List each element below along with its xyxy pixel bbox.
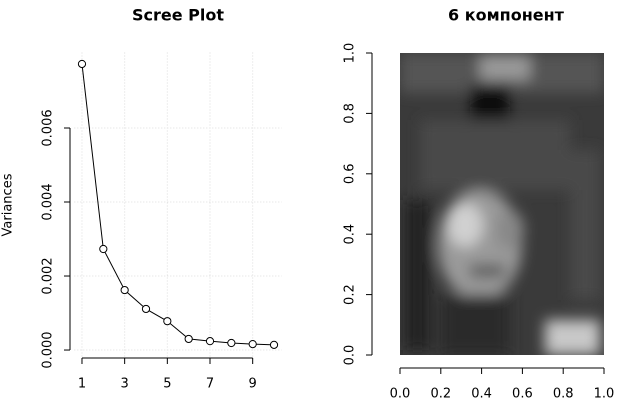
point (227, 338, 236, 348)
x-tick-label: 7 (206, 377, 214, 392)
x-tick-label: 9 (249, 377, 257, 392)
y-tick-label: 0.2 (343, 284, 358, 305)
y-tick-label: 0.8 (343, 103, 358, 124)
y-tick-label: 0.000 (41, 331, 56, 368)
point (163, 317, 172, 326)
y-axis-label: Variances (1, 173, 16, 236)
chart-title: 6 компонент (448, 6, 565, 25)
point (248, 340, 257, 349)
point (120, 285, 129, 295)
x-tick-label: 0.2 (430, 387, 451, 401)
image (400, 53, 604, 355)
y-tick-label: 0.002 (41, 257, 56, 294)
x-tick-label: 5 (163, 377, 171, 392)
y-tick-label: 0.4 (343, 224, 358, 245)
x-tick-label: 0.8 (553, 387, 574, 401)
point (141, 304, 151, 314)
point (205, 337, 215, 346)
chart-title: Scree Plot (132, 6, 224, 25)
point (269, 340, 279, 349)
x-tick-label: 0.6 (512, 387, 533, 401)
scree-line (81, 63, 275, 346)
point (77, 59, 87, 69)
x-tick-label: 0.0 (390, 387, 411, 401)
y-tick-label: 0.6 (343, 163, 358, 184)
x-tick-label: 1.0 (594, 387, 615, 401)
point (184, 334, 193, 344)
y-tick-label: 0.0 (343, 345, 358, 366)
x-tick-label: 0.4 (471, 387, 492, 401)
x-tick-label: 1 (78, 377, 86, 392)
y-tick-label: 0.004 (41, 183, 56, 220)
point (99, 244, 108, 254)
y-tick-label: 0.006 (41, 109, 56, 146)
y-tick-label: 1.0 (343, 43, 358, 64)
x-tick-label: 3 (121, 377, 129, 392)
